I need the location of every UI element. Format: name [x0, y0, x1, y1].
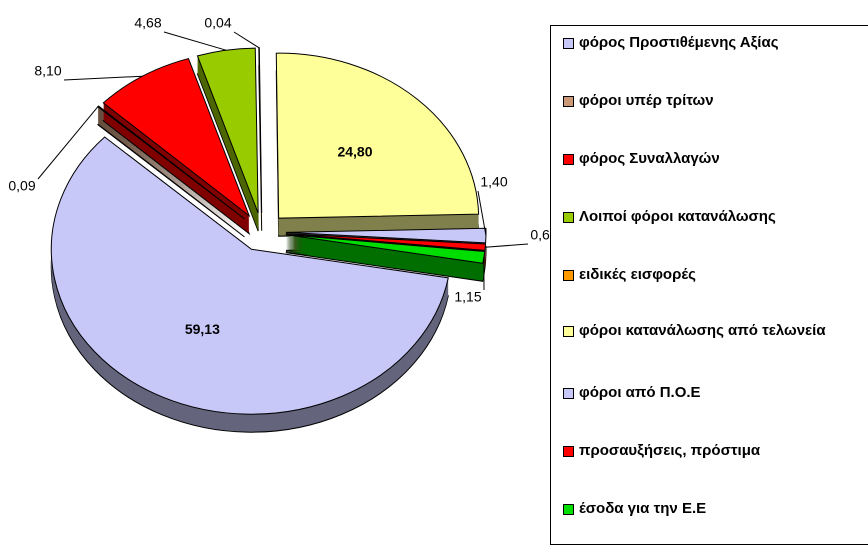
leader-line	[234, 32, 259, 48]
legend-label: φόροι από Π.Ο.Ε	[579, 382, 829, 404]
legend-swatch	[563, 212, 574, 223]
legend-swatch	[563, 326, 574, 337]
legend-swatch	[563, 96, 574, 107]
slice	[276, 53, 478, 218]
legend-label: έσοδα για την Ε.Ε	[579, 498, 829, 520]
data-label: 24,80	[337, 144, 372, 160]
leader-line	[164, 32, 226, 50]
data-label: 8,10	[34, 63, 61, 79]
legend-label: ειδικές εισφορές	[579, 264, 829, 286]
legend-label: φόρος Συναλλαγών	[579, 148, 829, 170]
data-label: 0,04	[204, 15, 231, 31]
legend-label: Λοιποί φόροι κατανάλωσης	[579, 206, 829, 228]
data-label: 0,09	[8, 178, 35, 194]
chart: 59,13 0,09 8,10 4,68 0,04 24,80 1,40 0,62 1,15	[0, 0, 550, 540]
data-label: 0,62	[530, 227, 550, 243]
legend-item: Λοιποί φόροι κατανάλωσης	[563, 206, 829, 228]
slice	[259, 48, 262, 213]
leader-line	[64, 76, 142, 80]
data-label: 1,40	[480, 174, 507, 190]
legend-swatch	[563, 38, 574, 49]
legend-swatch	[563, 270, 574, 281]
legend-item: ειδικές εισφορές	[563, 264, 829, 286]
legend-item: φόροι υπέρ τρίτων	[563, 90, 829, 112]
leader-line	[485, 244, 528, 247]
legend-swatch	[563, 446, 574, 457]
legend-item: φόρος Προστιθέμενης Αξίας	[563, 32, 829, 54]
legend-label: φόρος Προστιθέμενης Αξίας	[579, 32, 829, 54]
data-label: 59,13	[185, 321, 220, 337]
legend-label: φόροι κατανάλωσης από τελωνεία	[579, 320, 829, 342]
legend-swatch	[563, 388, 574, 399]
legend-label: προσαυξήσεις, πρόστιμα	[579, 440, 829, 462]
legend-label: φόροι υπέρ τρίτων	[579, 90, 829, 112]
legend-swatch	[563, 154, 574, 165]
data-label: 4,68	[134, 15, 161, 31]
legend-item: φόρος Συναλλαγών	[563, 148, 829, 170]
data-label: 1,15	[454, 289, 481, 305]
legend-item: προσαυξήσεις, πρόστιμα	[563, 440, 829, 462]
legend-swatch	[563, 504, 574, 515]
legend-item: έσοδα για την Ε.Ε	[563, 498, 829, 520]
legend: φόρος Προστιθέμενης Αξίας φόροι υπέρ τρίτ…	[550, 25, 868, 545]
legend-item: φόροι κατανάλωσης από τελωνεία	[563, 320, 829, 342]
legend-item: φόροι από Π.Ο.Ε	[563, 382, 829, 404]
